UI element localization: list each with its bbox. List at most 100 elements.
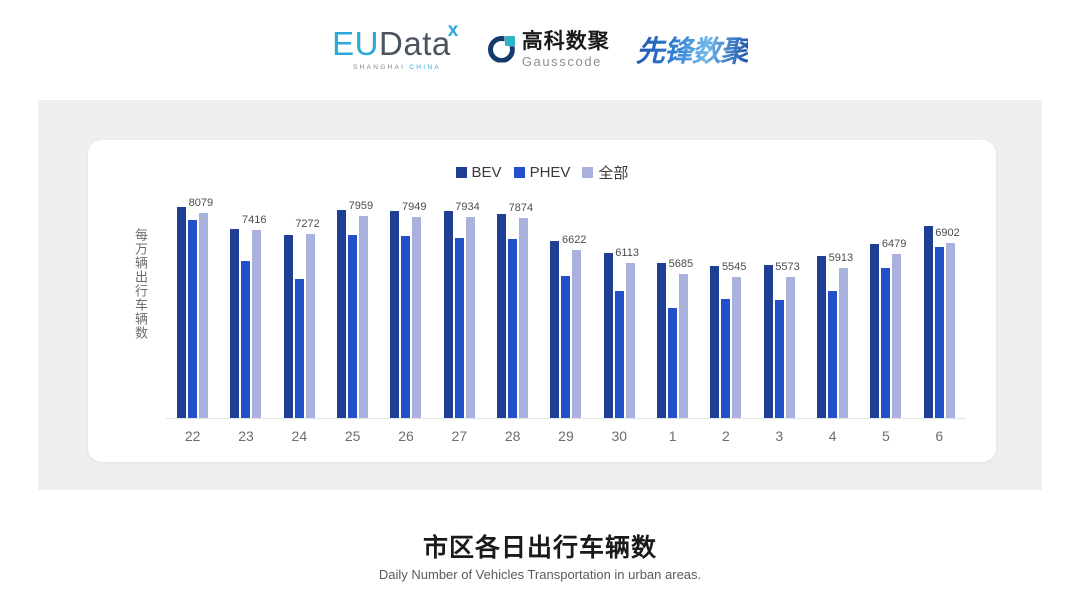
bar-group[interactable]: 5573 <box>753 200 806 418</box>
page-title: 市区各日出行车辆数 <box>422 534 657 562</box>
bar-phev[interactable] <box>668 307 678 418</box>
bar-全部[interactable] <box>945 243 955 418</box>
bar-group[interactable]: 5685 <box>646 200 699 418</box>
bar-value-label: 6113 <box>615 247 639 259</box>
legend-item-3[interactable]: 全部 <box>582 162 628 183</box>
chart-card: BEV PHEV 全部 每万辆出行车辆数 8079 7416 7272 7959 7949 7… <box>88 140 996 462</box>
bar-全部[interactable] <box>305 233 315 418</box>
bar-phev[interactable] <box>721 299 731 418</box>
bar-bev[interactable] <box>337 210 347 418</box>
bar-groups: 8079 7416 7272 7959 7949 7934 7874 6622 6113 5685… <box>166 197 966 418</box>
bar-全部[interactable] <box>572 250 582 418</box>
evdata-tagline: SHANGHAI CHINA <box>353 64 441 71</box>
bar-bev[interactable] <box>550 241 560 418</box>
bar-value-label: 7416 <box>241 214 267 226</box>
bar-phev[interactable] <box>188 219 198 418</box>
x-tick-label: 5 <box>882 428 890 444</box>
bar-phev[interactable] <box>934 247 944 418</box>
bar-phev[interactable] <box>401 236 411 418</box>
legend-swatch-icon <box>513 167 525 178</box>
bar-bev[interactable] <box>763 264 773 418</box>
bar-value-label: 6902 <box>935 227 960 239</box>
logo-header: E U Data x SHANGHAI CHINA 高科数聚 Gausscode… <box>0 18 1080 80</box>
bar-phev[interactable] <box>508 239 518 418</box>
legend-item-2[interactable]: PHEV <box>513 164 570 181</box>
page-subtitle: Daily Number of Vehicles Transportation … <box>378 567 702 582</box>
bar-bev[interactable] <box>177 207 187 418</box>
bar-group[interactable]: 6622 <box>539 200 592 418</box>
bar-bev[interactable] <box>497 214 507 418</box>
bar-全部[interactable] <box>465 216 475 418</box>
evdata-tagline-shanghai: SHANGHAI <box>352 64 406 71</box>
bar-phev[interactable] <box>881 268 891 418</box>
bar-group[interactable]: 5545 <box>699 200 752 418</box>
bar-全部[interactable] <box>732 277 742 418</box>
bar-bev[interactable] <box>443 211 453 418</box>
bar-全部[interactable] <box>625 263 635 418</box>
bar-全部[interactable] <box>359 216 369 418</box>
bar-group[interactable]: 6479 <box>859 200 912 418</box>
bar-全部[interactable] <box>519 218 529 418</box>
x-tick-label: 25 <box>344 428 361 444</box>
bar-全部[interactable] <box>785 276 795 418</box>
bar-bev[interactable] <box>603 253 613 418</box>
evdata-x-icon: x <box>447 20 459 41</box>
bar-value-label: 6479 <box>881 237 907 250</box>
bar-bev[interactable] <box>817 256 827 418</box>
bar-全部[interactable] <box>839 268 849 418</box>
bar-value-label: 5545 <box>721 261 747 274</box>
bar-phev[interactable] <box>828 291 838 418</box>
x-tick-label: 1 <box>668 428 677 444</box>
bar-全部[interactable] <box>412 216 422 418</box>
bar-bev[interactable] <box>710 266 720 418</box>
evdata-letter-v: U <box>354 25 380 62</box>
gausscode-chinese-name: 高科数聚 <box>521 29 610 53</box>
bar-group[interactable]: 7272 <box>273 200 326 418</box>
bar-group[interactable]: 6902 <box>913 200 966 418</box>
bar-phev[interactable] <box>614 291 624 418</box>
bar-group[interactable]: 8079 <box>166 197 219 418</box>
bar-phev[interactable] <box>294 279 304 418</box>
bar-bev[interactable] <box>283 235 293 418</box>
bar-group[interactable]: 5913 <box>806 200 859 418</box>
bar-group[interactable]: 7959 <box>326 200 379 418</box>
bar-phev[interactable] <box>348 234 358 418</box>
bar-group[interactable]: 7949 <box>379 200 432 418</box>
bar-bev[interactable] <box>230 229 240 418</box>
bar-phev[interactable] <box>561 275 571 418</box>
legend-swatch-icon <box>455 167 467 178</box>
x-tick-label: 24 <box>291 428 308 444</box>
bar-phev[interactable] <box>241 260 251 418</box>
bar-group[interactable]: 7416 <box>219 200 272 418</box>
bar-group[interactable]: 7874 <box>486 200 539 418</box>
bar-phev[interactable] <box>454 237 464 418</box>
gausscode-english-name: Gausscode <box>521 53 602 69</box>
bar-value-label: 7934 <box>455 200 480 213</box>
bar-phev[interactable] <box>774 300 784 418</box>
bar-全部[interactable] <box>892 253 902 418</box>
bar-全部[interactable] <box>679 273 689 418</box>
legend-label: 全部 <box>598 165 629 182</box>
bar-group[interactable]: 7934 <box>433 200 486 418</box>
evdata-letter-e: E <box>332 25 355 62</box>
x-tick-label: 28 <box>504 428 521 444</box>
bar-bev[interactable] <box>657 262 667 418</box>
legend-swatch-icon <box>582 167 594 178</box>
x-tick-label: 30 <box>611 428 628 444</box>
x-tick-label: 6 <box>935 428 944 444</box>
logo-evdata: E U Data x SHANGHAI CHINA <box>332 21 462 71</box>
y-axis-label: 每万辆出行车辆数 <box>133 228 148 340</box>
bar-value-label: 5913 <box>828 252 854 265</box>
bar-全部[interactable] <box>199 213 209 418</box>
bar-bev[interactable] <box>870 244 880 418</box>
legend-item-1[interactable]: BEV <box>455 164 502 181</box>
x-tick-label: 22 <box>184 428 201 444</box>
x-tick-label: 4 <box>828 428 837 444</box>
bar-value-label: 7272 <box>295 217 320 230</box>
bar-bev[interactable] <box>923 226 933 418</box>
bar-group[interactable]: 6113 <box>593 200 646 418</box>
bar-bev[interactable] <box>390 210 400 418</box>
bar-全部[interactable] <box>252 230 262 418</box>
bar-value-label: 7959 <box>348 200 374 213</box>
